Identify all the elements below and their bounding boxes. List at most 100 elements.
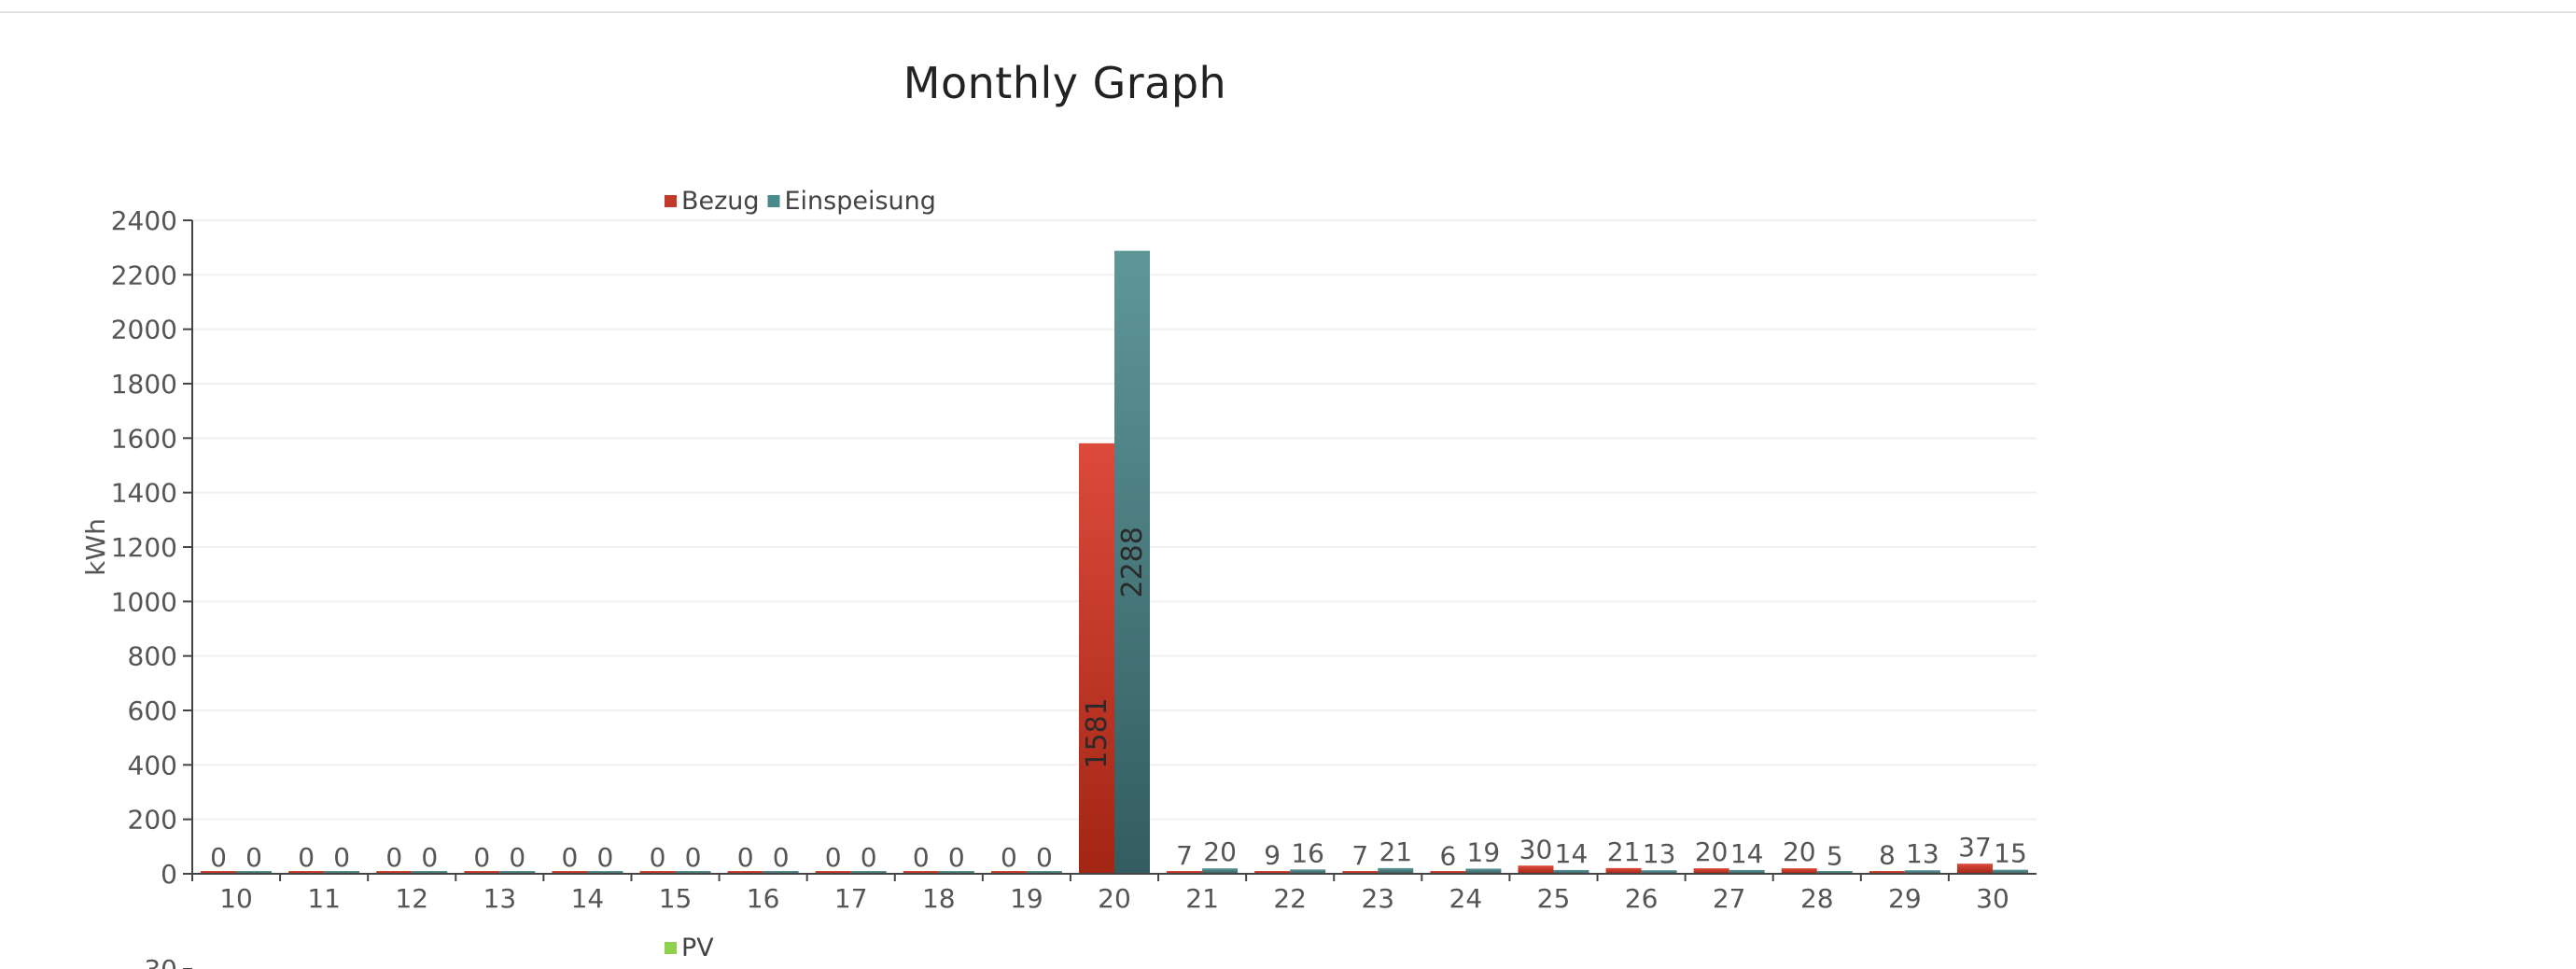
data-label-bezug: 0 (562, 842, 579, 873)
data-label-einspeisung: 0 (948, 842, 965, 873)
bars (201, 250, 2028, 875)
y-tick-label: 1600 (111, 423, 177, 454)
bar-einspeisung (324, 871, 360, 874)
y-tick-label: 1000 (111, 586, 177, 617)
bar-bezug (1956, 864, 1993, 874)
data-label-bezug: 7 (1351, 840, 1368, 871)
legend-label-pv: PV (681, 934, 714, 962)
page-top-divider (0, 11, 2576, 13)
data-label-bezug: 0 (825, 842, 842, 873)
bar-bezug (376, 871, 413, 874)
x-tick-label: 24 (1449, 883, 1483, 914)
x-tick-label: 28 (1800, 883, 1834, 914)
bar-bezug (903, 871, 939, 874)
data-label-einspeisung: 21 (1379, 836, 1412, 867)
x-tick-label: 19 (1010, 883, 1043, 914)
bar-bezug (288, 871, 325, 874)
data-label-bezug: 0 (473, 842, 490, 873)
bar-einspeisung (1290, 869, 1326, 874)
bar-bezug (1693, 868, 1729, 874)
y-tick-label: 1800 (111, 369, 177, 400)
x-tick-label: 16 (747, 883, 780, 914)
data-label-bezug: 0 (737, 842, 754, 873)
bar-einspeisung (1378, 867, 1414, 874)
bar-einspeisung (499, 871, 536, 874)
pv-chart: PV 30 (144, 934, 714, 969)
bar-bezug (1869, 871, 1905, 874)
bar-einspeisung (675, 871, 711, 874)
data-label-bezug: 8 (1879, 840, 1896, 871)
bar-bezug (1605, 867, 1642, 874)
legend-swatch-pv (665, 942, 677, 954)
legend-label-bezug: Bezug (681, 187, 760, 216)
data-label-einspeisung: 0 (773, 842, 790, 873)
x-tick-label: 13 (483, 883, 517, 914)
x-tick-label: 17 (834, 883, 868, 914)
legend-swatch (665, 195, 677, 207)
bar-bezug (1430, 871, 1466, 874)
data-label-einspeisung: 5 (1827, 841, 1843, 872)
data-label-bezug: 1581 (1081, 697, 1113, 768)
bar-einspeisung (1202, 868, 1239, 874)
bar-einspeisung (938, 871, 974, 874)
data-label-bezug: 0 (385, 842, 402, 873)
bar-bezug (1079, 442, 1114, 874)
bar-einspeisung (1904, 870, 1940, 874)
x-tick-label: 23 (1361, 883, 1394, 914)
data-label-bezug: 7 (1176, 840, 1193, 871)
bar-einspeisung (763, 871, 799, 874)
pv-y-tick-label: 30 (144, 954, 177, 969)
chart-title: Monthly Graph (903, 58, 1227, 108)
bar-einspeisung (1992, 869, 2028, 874)
bar-bezug (815, 871, 851, 874)
data-label-bezug: 20 (1695, 836, 1729, 867)
bar-einspeisung (850, 871, 887, 874)
x-tick-label: 26 (1625, 883, 1659, 914)
bar-einspeisung (587, 871, 623, 874)
bar-bezug (201, 871, 237, 874)
y-tick-label: 2200 (111, 260, 177, 290)
data-label-bezug: 0 (1001, 842, 1017, 873)
y-tick-label: 2400 (111, 205, 177, 236)
bar-einspeisung (1465, 868, 1502, 874)
data-label-bezug: 0 (298, 842, 315, 873)
bar-einspeisung (1026, 871, 1062, 874)
data-label-einspeisung: 0 (597, 842, 614, 873)
data-label-bezug: 21 (1607, 836, 1641, 867)
data-label-einspeisung: 0 (861, 842, 877, 873)
y-tick-label: 2000 (111, 315, 177, 345)
data-label-einspeisung: 15 (1994, 838, 2027, 869)
bar-einspeisung (1729, 869, 1765, 874)
data-label-einspeisung: 0 (685, 842, 702, 873)
bar-bezug (1342, 871, 1379, 874)
data-label-bezug: 9 (1264, 839, 1281, 870)
data-label-einspeisung: 0 (509, 842, 525, 873)
bar-einspeisung (412, 871, 448, 874)
x-tick-label: 29 (1888, 883, 1922, 914)
bar-bezug (727, 871, 763, 874)
bar-bezug (1254, 871, 1291, 874)
bar-bezug (464, 871, 500, 874)
y-axis-title: kWh (80, 518, 111, 576)
bar-bezug (1167, 871, 1203, 874)
x-tick-label: 11 (307, 883, 341, 914)
legend-swatch (767, 195, 780, 207)
legend: Bezug Einspeisung (665, 187, 936, 216)
y-tick-label: 400 (128, 750, 177, 780)
data-label-bezug: 6 (1439, 840, 1456, 871)
bar-bezug (552, 871, 588, 874)
x-tick-label: 25 (1537, 883, 1571, 914)
x-tick-label: 18 (922, 883, 956, 914)
x-tick-label: 10 (219, 883, 253, 914)
bar-einspeisung (236, 871, 273, 874)
bar-bezug (639, 871, 676, 874)
data-label-einspeisung: 2288 (1116, 527, 1149, 597)
data-label-einspeisung: 13 (1906, 838, 1939, 869)
data-label-einspeisung: 14 (1555, 838, 1589, 869)
y-tick-label: 800 (128, 641, 177, 672)
data-label-bezug: 0 (913, 842, 930, 873)
x-tick-label: 14 (571, 883, 605, 914)
y-tick-label: 600 (128, 695, 177, 726)
